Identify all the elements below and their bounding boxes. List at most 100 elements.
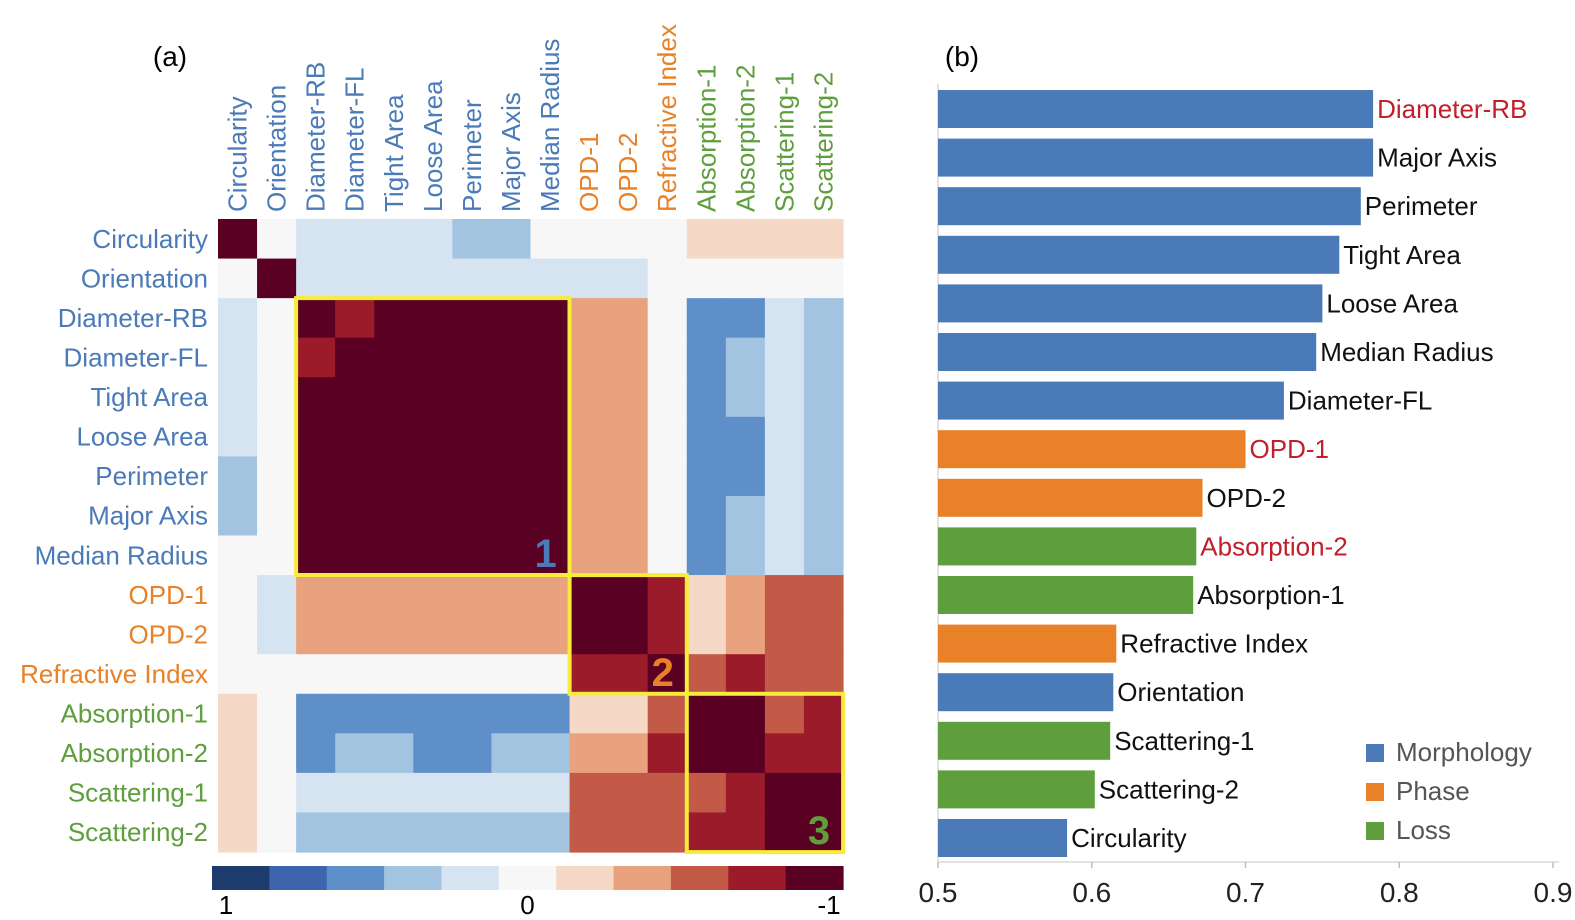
heatmap-cell-4-14 [764, 377, 805, 418]
legend-entry: Loss [1396, 815, 1451, 845]
heatmap-cell-5-4 [374, 416, 414, 457]
heatmap-cell-13-14 [764, 733, 805, 774]
heatmap-cell-11-9 [569, 654, 610, 695]
heatmap-cell-5-7 [491, 416, 532, 457]
bar-label: Orientation [1117, 677, 1244, 707]
cluster-box-1 [294, 296, 572, 577]
heatmap-cell-12-9 [569, 693, 610, 734]
bar-label: Refractive Index [1120, 629, 1308, 659]
bar-label: Diameter-RB [1377, 94, 1527, 124]
colorbar-segment [441, 866, 500, 890]
heatmap-cell-3-1 [257, 337, 297, 378]
heatmap-cell-8-6 [452, 535, 493, 576]
heatmap-cell-13-7 [491, 733, 532, 774]
row-label: Circularity [92, 224, 208, 254]
x-tick-label: 0.7 [1226, 877, 1265, 908]
bar [938, 381, 1284, 420]
heatmap-cell-12-6 [452, 693, 493, 734]
heatmap-cell-10-4 [374, 614, 414, 655]
bar [938, 721, 1111, 760]
heatmap-cell-4-6 [452, 377, 493, 418]
heatmap-cell-6-10 [608, 456, 649, 497]
heatmap-cell-8-0 [218, 535, 258, 576]
row-label: Scattering-2 [68, 817, 208, 847]
column-label: Major Axis [496, 92, 526, 212]
heatmap-cell-6-1 [257, 456, 297, 497]
bar-label: Circularity [1071, 823, 1187, 853]
heatmap-cell-15-15 [803, 812, 844, 853]
heatmap-cell-6-5 [413, 456, 453, 497]
heatmap-cell-11-15 [803, 654, 844, 695]
heatmap-cell-2-3 [335, 298, 375, 339]
heatmap-cell-2-0 [218, 298, 258, 339]
heatmap-cell-14-13 [725, 772, 766, 814]
colorbar-segment [556, 866, 615, 890]
heatmap-cell-11-7 [491, 654, 532, 695]
heatmap-cell-9-11 [647, 575, 688, 616]
colorbar-segment [785, 866, 844, 890]
row-label: Loose Area [76, 422, 208, 452]
heatmap-cell-4-5 [413, 377, 453, 418]
heatmap-cell-7-5 [413, 495, 453, 537]
heatmap-cell-9-2 [296, 575, 336, 616]
heatmap-cell-14-7 [491, 772, 532, 814]
colorbar-tick-label: 1 [219, 890, 233, 920]
heatmap-cell-4-10 [608, 377, 649, 418]
heatmap-cell-11-11 [647, 654, 688, 695]
legend-swatch [1366, 822, 1384, 840]
heatmap-cell-2-1 [257, 298, 297, 339]
heatmap-cell-10-8 [530, 614, 571, 655]
bar [938, 138, 1374, 177]
row-label: Diameter-FL [64, 343, 208, 373]
heatmap-cell-1-14 [764, 258, 805, 299]
column-label: OPD-1 [574, 133, 604, 212]
heatmap-cell-12-4 [374, 693, 414, 734]
heatmap-cell-12-5 [413, 693, 453, 734]
heatmap-cell-15-0 [218, 812, 258, 853]
heatmap-cell-14-0 [218, 772, 258, 814]
bar-label: Perimeter [1365, 191, 1478, 221]
heatmap-cell-5-0 [218, 416, 258, 457]
heatmap-cell-9-4 [374, 575, 414, 616]
heatmap-cell-5-12 [686, 416, 727, 457]
heatmap-cell-0-10 [608, 219, 649, 260]
heatmap-cell-13-3 [335, 733, 375, 774]
heatmap-cell-11-3 [335, 654, 375, 695]
heatmap-cell-14-10 [608, 772, 649, 814]
heatmap-cell-1-8 [530, 258, 571, 299]
heatmap-cell-11-13 [725, 654, 766, 695]
heatmap-cell-10-0 [218, 614, 258, 655]
heatmap-cell-9-14 [764, 575, 805, 616]
heatmap-cell-12-12 [686, 693, 727, 734]
heatmap-cell-3-9 [569, 337, 610, 378]
bar-label: Loose Area [1326, 288, 1458, 318]
heatmap-cell-8-7 [491, 535, 532, 576]
heatmap-cell-12-0 [218, 693, 258, 734]
heatmap-cell-0-0 [218, 219, 258, 260]
heatmap-cell-10-10 [608, 614, 649, 655]
heatmap-cell-5-13 [725, 416, 766, 457]
heatmap-cell-7-7 [491, 495, 532, 537]
heatmap-cell-1-7 [491, 258, 532, 299]
bar [938, 673, 1114, 712]
heatmap-cell-2-9 [569, 298, 610, 339]
row-label: Absorption-2 [61, 738, 208, 768]
heatmap-cell-4-11 [647, 377, 688, 418]
heatmap-cell-13-11 [647, 733, 688, 774]
row-label: OPD-1 [129, 580, 208, 610]
cluster-number-3: 3 [808, 809, 830, 853]
heatmap-cell-3-8 [530, 337, 571, 378]
heatmap-cell-9-5 [413, 575, 453, 616]
heatmap-cell-9-7 [491, 575, 532, 616]
heatmap-cell-15-5 [413, 812, 453, 853]
row-label: Tight Area [90, 382, 208, 412]
heatmap-cell-5-11 [647, 416, 688, 457]
heatmap-cell-1-1 [257, 258, 297, 299]
heatmap-cell-4-7 [491, 377, 532, 418]
heatmap-cell-5-3 [335, 416, 375, 457]
heatmap-cell-4-9 [569, 377, 610, 418]
heatmap-cell-15-13 [725, 812, 766, 853]
heatmap-cell-10-6 [452, 614, 493, 655]
heatmap-cell-7-8 [530, 495, 571, 537]
panel-a-label: (a) [153, 41, 187, 72]
